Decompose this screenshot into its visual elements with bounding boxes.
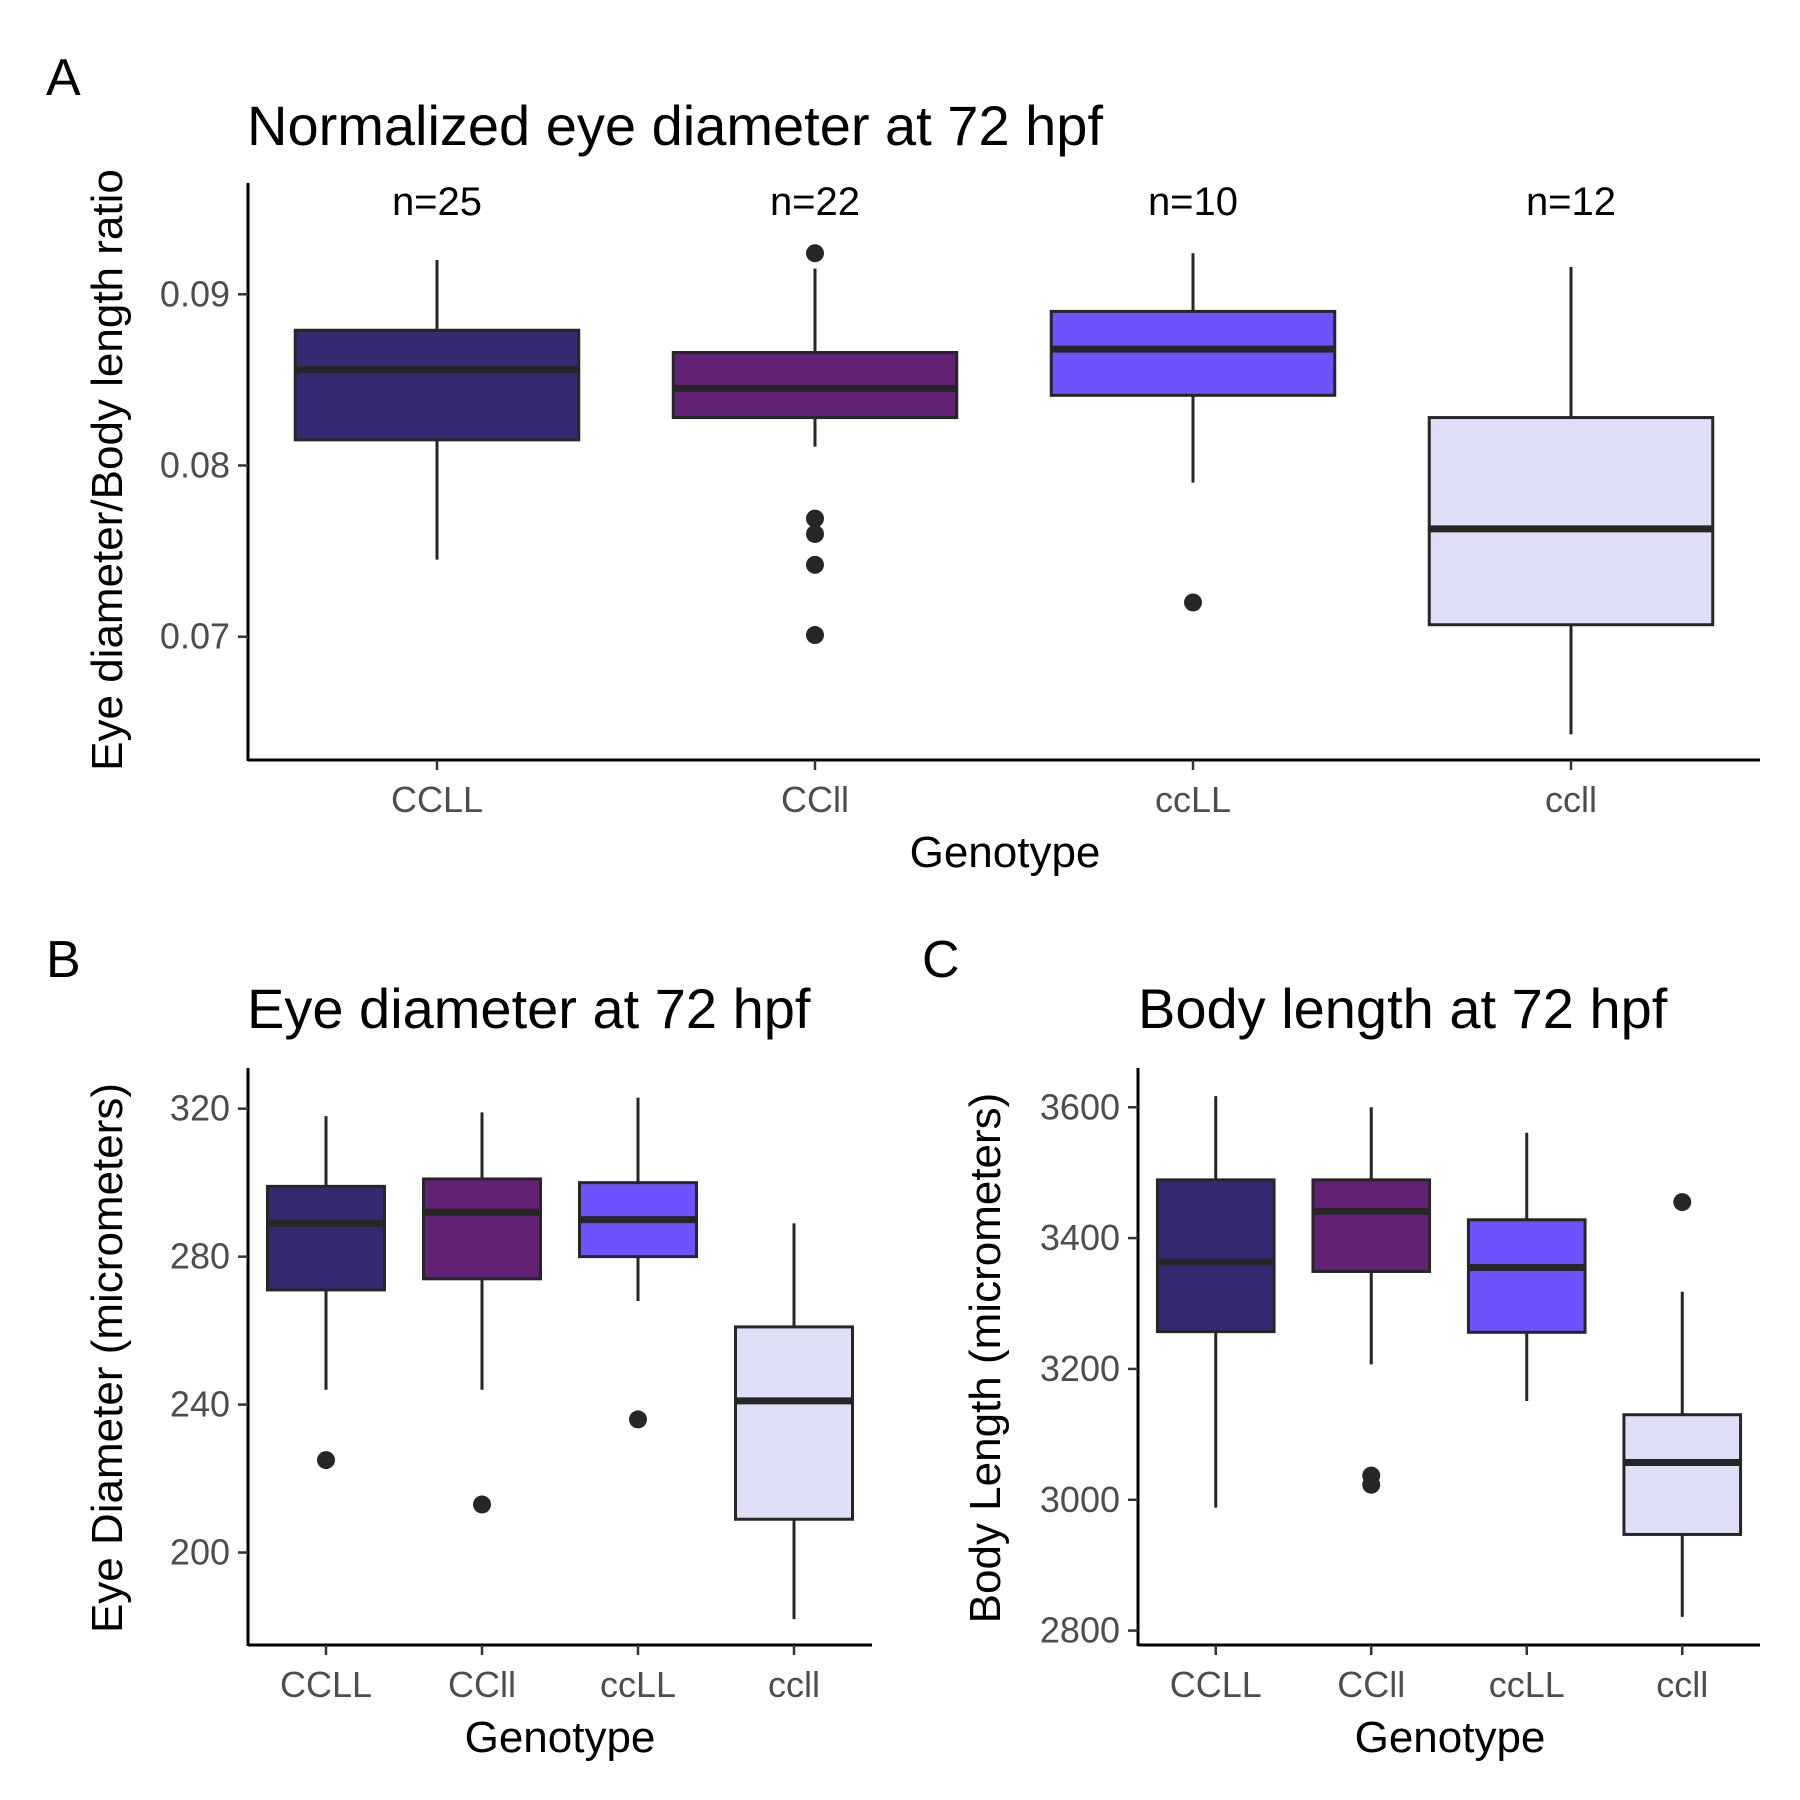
panel-c-ccll-outlier-point: [1673, 1193, 1692, 1212]
panel-c-y-ticks: 2800 3000 3200 3400 3600: [1040, 1086, 1138, 1651]
panel-a-ccll-box: [1049, 309, 1337, 397]
panel-c-y-tick-label: 3200: [1040, 1348, 1120, 1389]
panel-b-ccll-outlier-point: [473, 1495, 491, 1514]
panel-b-x-tick-label-ccll: CCLL: [280, 1664, 372, 1705]
panel-a-x-axis-title: Genotype: [910, 828, 1101, 877]
panel-c-x-ticks: CCLL CCll ccLL ccll: [1170, 1645, 1708, 1705]
panel-letter-b: B: [46, 931, 81, 989]
panel-b-ccll-box: [734, 1325, 854, 1521]
panel-a-boxes: [293, 244, 1715, 735]
panel-a: A Normalized eye diameter at 72 hpf Eye …: [46, 49, 1760, 877]
panel-b-boxes: [266, 1097, 854, 1620]
panel-b-ccll-box: [422, 1177, 542, 1281]
panel-c-x-tick-label-ccll: CCLL: [1170, 1664, 1262, 1705]
panel-letter-c: C: [922, 931, 960, 989]
panel-letter-a: A: [46, 49, 81, 107]
panel-a-ccll-outlier-point: [806, 626, 824, 645]
panel-a-count-label-ccll: n=25: [392, 180, 482, 224]
panel-b-y-tick-label: 200: [170, 1532, 230, 1573]
panel-c-boxes: [1155, 1096, 1743, 1617]
panel-b-x-tick-label-ccll: CCll: [448, 1664, 516, 1705]
panel-b-y-tick-label: 320: [170, 1088, 230, 1129]
panel-a-count-label-ccll: n=22: [770, 180, 860, 224]
panel-a-x-ticks: CCLL CCll ccLL ccll: [391, 760, 1597, 820]
panel-c-y-axis-title: Body Length (micrometers): [961, 1093, 1010, 1624]
panel-c-x-axis-title: Genotype: [1355, 1713, 1546, 1762]
panel-c-title: Body length at 72 hpf: [1138, 977, 1668, 1040]
panel-c-ccll-outlier-point: [1362, 1475, 1381, 1494]
panel-a-title: Normalized eye diameter at 72 hpf: [247, 94, 1103, 157]
panel-a-y-tick-label: 0.07: [160, 616, 230, 657]
panel-c-y-tick-label: 3400: [1040, 1217, 1120, 1258]
panel-c: C Body length at 72 hpf Body Length (mic…: [922, 931, 1760, 1762]
panel-a-y-tick-label: 0.09: [160, 273, 230, 314]
panel-a-ccll-box: [1427, 416, 1715, 627]
panel-c-y-tick-label: 3000: [1040, 1479, 1120, 1520]
panel-a-x-tick-label-ccll: ccLL: [1155, 779, 1231, 820]
panel-a-x-tick-label-ccll: ccll: [1545, 779, 1597, 820]
panel-b-ccll-outlier-point: [317, 1451, 335, 1470]
panel-c-ccll-box: [1466, 1218, 1587, 1334]
panel-a-y-axis-title: Eye diameter/Body length ratio: [83, 169, 132, 771]
panel-a-counts: n=25 n=22 n=10 n=12: [392, 180, 1616, 224]
panel-a-y-ticks: 0.07 0.08 0.09: [160, 273, 248, 657]
panel-a-x-tick-label-ccll: CCll: [781, 779, 849, 820]
panel-b: B Eye diameter at 72 hpf Eye Diameter (m…: [46, 931, 872, 1762]
panel-c-y-tick-label: 3600: [1040, 1086, 1120, 1127]
panel-c-x-tick-label-ccll: ccLL: [1489, 1664, 1565, 1705]
panel-c-ccll-box: [1622, 1413, 1743, 1536]
panel-c-ccll-box: [1155, 1178, 1276, 1334]
panel-a-count-label-ccll: n=10: [1148, 180, 1238, 224]
panel-b-title: Eye diameter at 72 hpf: [247, 977, 811, 1040]
panel-a-y-tick-label: 0.08: [160, 445, 230, 486]
panel-a-ccll-outlier-point: [806, 524, 824, 543]
panel-b-y-tick-label: 280: [170, 1236, 230, 1277]
panel-b-y-tick-label: 240: [170, 1384, 230, 1425]
panel-b-x-ticks: CCLL CCll ccLL ccll: [280, 1645, 820, 1705]
panel-c-ccll-box: [1311, 1178, 1432, 1273]
panel-b-ccll-box: [266, 1184, 386, 1292]
panel-b-y-ticks: 200 240 280 320: [170, 1088, 248, 1573]
panel-a-ccll-outlier-point: [806, 244, 824, 263]
panel-b-x-tick-label-ccll: ccll: [768, 1664, 820, 1705]
panel-a-count-label-ccll: n=12: [1526, 180, 1616, 224]
panel-c-x-tick-label-ccll: ccll: [1656, 1664, 1708, 1705]
panel-a-ccll-outlier-point: [806, 509, 824, 528]
panel-a-ccll-outlier-point: [1184, 593, 1202, 612]
panel-b-x-axis-title: Genotype: [465, 1713, 656, 1762]
panel-c-x-tick-label-ccll: CCll: [1337, 1664, 1405, 1705]
panel-a-x-tick-label-ccll: CCLL: [391, 779, 483, 820]
panel-a-ccll-outlier-point: [806, 555, 824, 574]
panel-b-x-tick-label-ccll: ccLL: [600, 1664, 676, 1705]
panel-a-ccll-box: [293, 328, 581, 442]
panel-b-y-axis-title: Eye Diameter (micrometers): [83, 1083, 132, 1633]
panel-c-y-tick-label: 2800: [1040, 1610, 1120, 1651]
panel-b-ccll-outlier-point: [629, 1410, 647, 1429]
